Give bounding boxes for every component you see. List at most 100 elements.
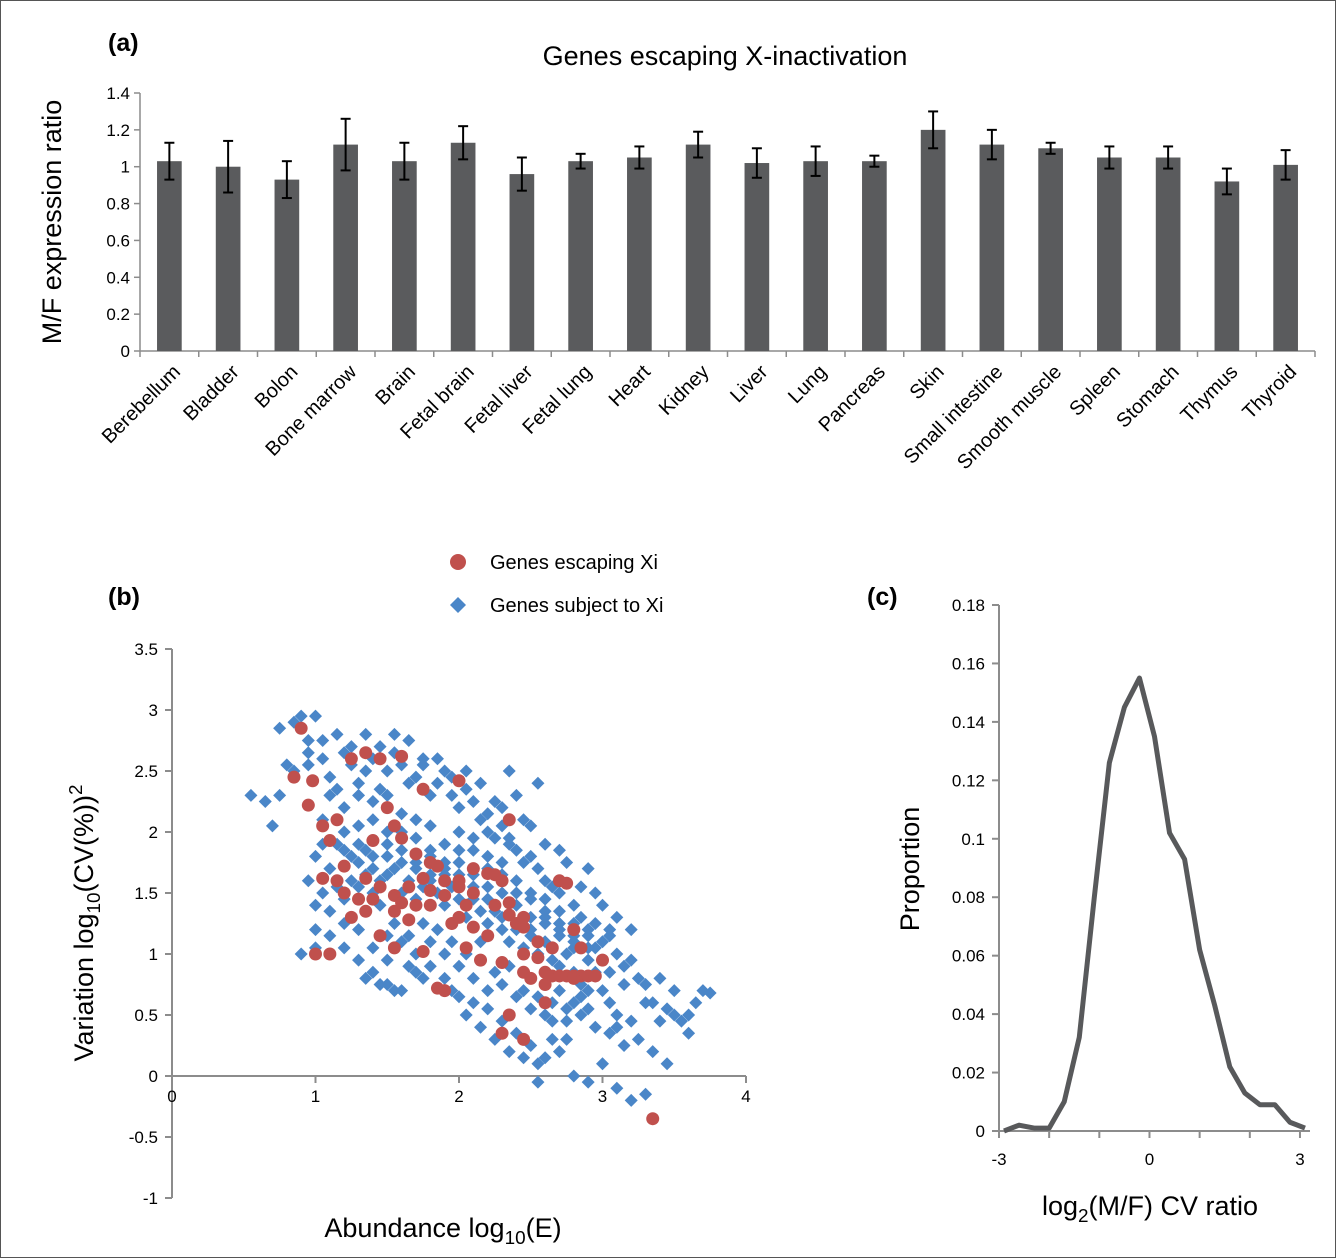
chart-a-y-tick-label: 1 <box>121 158 130 177</box>
scatter-point-subject <box>574 990 588 1004</box>
scatter-point-subject <box>309 709 322 723</box>
scatter-point-subject <box>617 1039 631 1052</box>
scatter-point-subject <box>402 734 416 747</box>
bar <box>157 161 182 351</box>
scatter-point-subject <box>674 1014 688 1028</box>
scatter-point-escaping <box>531 951 545 965</box>
scatter-point-subject <box>682 1008 696 1022</box>
scatter-point-subject <box>387 862 401 876</box>
scatter-point-subject <box>495 978 509 991</box>
scatter-point-subject <box>366 941 380 955</box>
scatter-point-subject <box>380 764 394 778</box>
chart-a-x-tick-label: Lung <box>784 361 831 408</box>
scatter-point-escaping <box>395 896 409 910</box>
scatter-point-subject <box>603 965 617 979</box>
scatter-point-escaping <box>366 834 380 848</box>
scatter-point-subject <box>531 1075 545 1089</box>
scatter-point-subject <box>395 843 409 857</box>
scatter-point-escaping <box>474 953 488 967</box>
scatter-point-subject <box>667 1008 681 1022</box>
legend-label-subject: Genes subject to Xi <box>490 595 663 617</box>
scatter-point-subject <box>466 831 480 845</box>
scatter-point-subject <box>552 886 566 900</box>
bar <box>979 144 1005 351</box>
bar <box>862 161 887 351</box>
chart-b-x-tick-label: 2 <box>454 1087 463 1106</box>
bar <box>215 166 241 351</box>
scatter-point-subject <box>323 862 337 876</box>
scatter-point-subject <box>294 709 308 723</box>
scatter-point-subject <box>531 1057 545 1071</box>
scatter-point-escaping <box>502 813 516 827</box>
scatter-point-subject <box>323 904 337 918</box>
scatter-point-subject <box>588 941 602 955</box>
scatter-point-subject <box>337 801 351 815</box>
scatter-point-subject <box>488 831 502 845</box>
chart-a-x-tick-label: Spleen <box>1065 361 1125 421</box>
bar <box>509 174 535 351</box>
scatter-point-escaping <box>301 798 315 812</box>
chart-a-x-tick-label: Heart <box>605 361 655 411</box>
scatter-point-subject <box>273 721 287 735</box>
scatter-point-subject <box>574 910 588 924</box>
scatter-point-escaping <box>517 947 531 961</box>
scatter-point-subject <box>416 917 430 930</box>
scatter-point-escaping <box>344 910 358 924</box>
scatter-point-subject <box>352 788 366 802</box>
bar <box>1155 157 1181 351</box>
scatter-point-escaping <box>538 978 552 991</box>
chart-c-x-axis-title: log2(M/F) CV ratio <box>1042 1191 1258 1227</box>
scatter-point-subject <box>552 843 566 857</box>
chart-b-y-tick-label: 2.5 <box>134 762 158 781</box>
scatter-point-escaping <box>423 884 437 898</box>
scatter-point-escaping <box>495 956 509 970</box>
scatter-point-escaping <box>416 945 430 959</box>
scatter-point-subject <box>588 886 602 900</box>
scatter-point-escaping <box>330 874 344 888</box>
scatter-point-subject <box>423 935 437 949</box>
scatter-point-escaping <box>574 941 588 955</box>
scatter-point-subject <box>352 953 366 967</box>
scatter-point-escaping <box>567 971 581 985</box>
scatter-point-subject <box>352 880 366 894</box>
scatter-point-escaping <box>466 920 480 934</box>
scatter-point-subject <box>488 795 502 808</box>
scatter-point-escaping <box>316 819 330 833</box>
scatter-point-subject <box>309 898 322 912</box>
scatter-point-subject <box>438 898 452 912</box>
scatter-point-subject <box>574 1008 588 1022</box>
scatter-point-subject <box>459 1008 473 1022</box>
scatter-point-subject <box>387 984 401 998</box>
chart-b-y-tick-label: 0 <box>149 1067 158 1086</box>
bar <box>1214 181 1240 351</box>
scatter-point-subject <box>323 770 337 784</box>
chart-a-x-tick-label: Stomach <box>1112 361 1183 432</box>
scatter-point-subject <box>438 947 452 961</box>
scatter-point-subject <box>552 1045 566 1059</box>
bar <box>1038 148 1063 351</box>
scatter-point-escaping <box>531 935 545 949</box>
line-series <box>1003 675 1306 1134</box>
scatter-point-subject <box>352 837 366 851</box>
scatter-point-escaping <box>567 923 581 937</box>
scatter-point-subject <box>481 807 495 821</box>
scatter-point-escaping <box>387 941 401 955</box>
scatter-point-subject <box>596 1057 609 1071</box>
scatter-point-escaping <box>438 874 452 888</box>
scatter-point-subject <box>588 917 602 930</box>
scatter-point-subject <box>639 1087 653 1101</box>
scatter-point-escaping <box>380 801 394 815</box>
scatter-point-subject <box>452 990 466 1004</box>
scatter-point-subject <box>387 727 401 741</box>
scatter-point-subject <box>452 856 466 869</box>
scatter-point-subject <box>495 923 509 937</box>
chart-c-y-tick-label: 0.18 <box>952 596 985 615</box>
chart-b-y-tick-label: 2 <box>149 823 158 842</box>
scatter-point-subject <box>466 843 480 857</box>
chart-b-y-tick-label: 1 <box>149 945 158 964</box>
scatter-point-subject <box>552 959 566 973</box>
scatter-point-subject <box>624 953 638 967</box>
scatter-point-subject <box>430 923 444 937</box>
scatter-point-subject <box>509 843 523 857</box>
